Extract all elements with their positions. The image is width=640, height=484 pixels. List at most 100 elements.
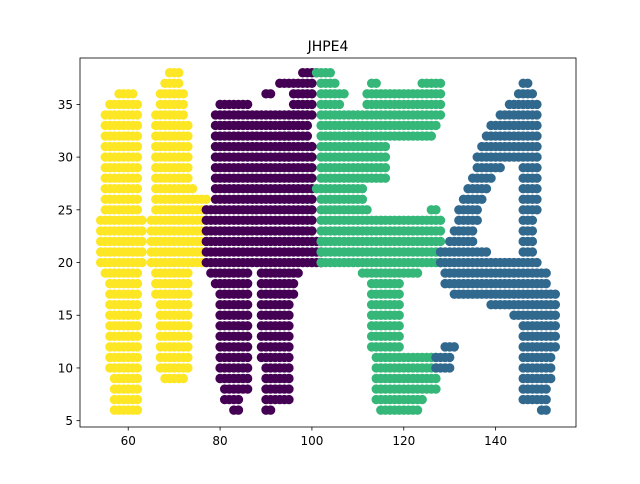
y-tick-label: 5 [65, 414, 73, 428]
scatter-point [394, 300, 404, 310]
scatter-point [132, 405, 143, 415]
scatter-point [178, 373, 189, 384]
scatter-point [242, 384, 253, 394]
scatter-point [293, 268, 303, 278]
scatter-point [412, 268, 423, 278]
scatter-point [132, 363, 143, 373]
scatter-point [242, 278, 253, 289]
y-tick-label: 10 [58, 361, 73, 375]
scatter-point [307, 99, 317, 110]
scatter-point [284, 141, 294, 152]
scatter-point [550, 331, 561, 342]
scatter-point [284, 363, 294, 373]
scatter-point [132, 131, 143, 141]
scatter-point [265, 405, 276, 415]
scatter-point [486, 173, 496, 183]
scatter-point [132, 321, 143, 331]
scatter-point [233, 405, 244, 415]
scatter-point [330, 78, 340, 89]
scatter-point [302, 131, 313, 141]
scatter-point [183, 152, 193, 162]
scatter-point [242, 289, 253, 299]
scatter-point [132, 352, 143, 363]
axes: 60 80 100 120 140 5 10 15 20 25 30 35 [58, 57, 577, 448]
scatter-point [394, 289, 404, 299]
scatter-point [242, 99, 253, 110]
y-tick-label: 15 [58, 309, 73, 323]
scatter-point [532, 141, 542, 152]
scatter-point [183, 131, 193, 141]
scatter-point [128, 89, 138, 99]
scatter-point [132, 141, 143, 152]
scatter-point [183, 141, 193, 152]
scatter-point [265, 89, 276, 99]
scatter-point [435, 226, 446, 236]
scatter-point [201, 194, 211, 204]
scatter-point [284, 152, 294, 162]
scatter-point [132, 278, 143, 289]
scatter-point [242, 352, 253, 363]
scatter-point [178, 89, 189, 99]
scatter-point [541, 278, 551, 289]
scatter-point [132, 268, 143, 278]
scatter-point [357, 194, 368, 204]
scatter-point [132, 289, 143, 299]
scatter-point [132, 373, 143, 384]
scatter-point [233, 394, 244, 405]
scatter-point [174, 78, 184, 89]
scatter-point [546, 352, 556, 363]
scatter-point [137, 257, 147, 268]
scatter-point [532, 184, 542, 194]
scatter-point [541, 405, 551, 415]
scatter-point [532, 152, 542, 162]
scatter-point [183, 363, 193, 373]
scatter-point [132, 394, 143, 405]
scatter-point [481, 247, 492, 257]
y-tick-label: 25 [58, 203, 73, 217]
scatter-point [532, 205, 542, 215]
scatter-point [288, 289, 299, 299]
scatter-point [334, 99, 345, 110]
scatter-point [137, 247, 147, 257]
scatter-point [132, 110, 143, 120]
scatter-point [183, 162, 193, 173]
scatter-point [132, 99, 143, 110]
scatter-point [380, 162, 391, 173]
scatter-point [527, 226, 538, 236]
scatter-point [242, 321, 253, 331]
scatter-point [132, 300, 143, 310]
scatter-point [467, 226, 478, 236]
scatter-point [307, 226, 317, 236]
scatter-point [523, 78, 533, 89]
scatter-point [380, 141, 391, 152]
scatter-point [412, 405, 423, 415]
scatter-point [417, 394, 427, 405]
scatter-point [132, 384, 143, 394]
scatter-point [435, 99, 446, 110]
x-tick-label: 140 [484, 434, 507, 448]
scatter-point [242, 363, 253, 373]
scatter-point [174, 68, 184, 78]
scatter-point [532, 173, 542, 183]
scatter-point [242, 373, 253, 384]
scatter-point [532, 99, 542, 110]
scatter-point [472, 215, 482, 226]
scatter-point [527, 247, 538, 257]
x-tick-label: 120 [392, 434, 415, 448]
scatter-point [307, 205, 317, 215]
scatter-point [380, 152, 391, 162]
scatter-point [178, 99, 189, 110]
scatter-point [550, 321, 561, 331]
scatter-point [435, 110, 446, 120]
scatter-point [284, 310, 294, 320]
scatter-point [183, 342, 193, 352]
scatter-point [495, 162, 505, 173]
scatter-point [137, 236, 147, 247]
scatter-point [242, 300, 253, 310]
scatter-point [132, 194, 143, 204]
scatter-point [284, 331, 294, 342]
scatter-point [284, 321, 294, 331]
scatter-point [426, 131, 437, 141]
scatter-point [394, 342, 404, 352]
